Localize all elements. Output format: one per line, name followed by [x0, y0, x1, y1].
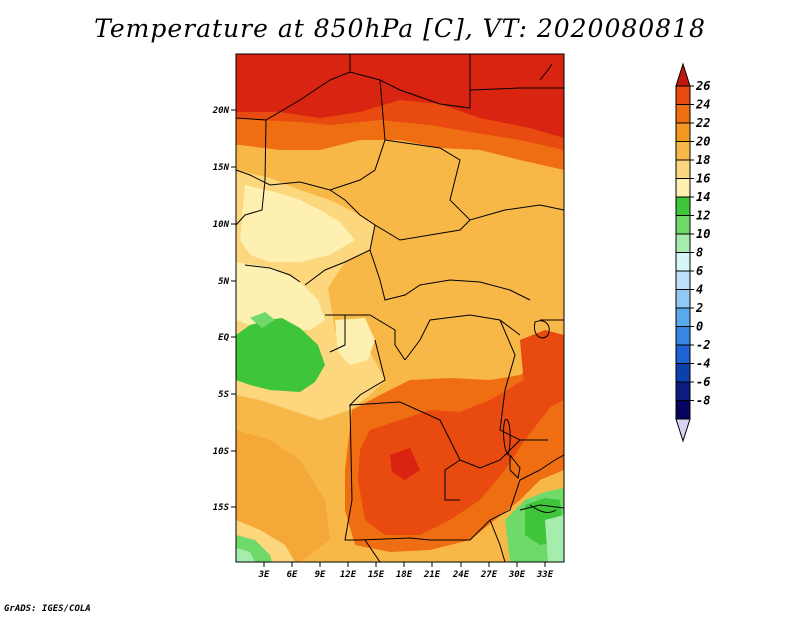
lon-tick-label: 30E [508, 570, 526, 580]
lat-tick-label: EQ [218, 333, 229, 343]
colorbar-segment [675, 289, 691, 309]
lon-tick-label: 21E [423, 570, 441, 580]
colorbar-segment [675, 344, 691, 364]
map-title: Temperature at 850hPa [C], VT: 202008081… [94, 14, 706, 43]
colorbar-label: 10 [696, 227, 710, 241]
longitude-axis: 3E 6E 9E 12E 15E 18E 21E 24E 27E 30E 33E [258, 562, 554, 580]
lon-tick-label: 6E [287, 570, 298, 580]
colorbar-label: 8 [696, 246, 703, 260]
colorbar-label: 22 [695, 116, 710, 130]
colorbar-label: 24 [695, 98, 710, 112]
colorbar-bottom-arrow [675, 418, 691, 443]
colorbar-label: 14 [696, 190, 710, 204]
colorbar-label: 16 [696, 172, 710, 186]
lat-tick-label: 5S [218, 390, 229, 400]
lat-tick-label: 10N [213, 220, 230, 230]
latitude-axis: 20N 15N 10N 5N EQ 5S 10S 15S [212, 106, 236, 513]
lon-tick-label: 12E [340, 570, 357, 580]
colorbar-label: 6 [696, 264, 703, 278]
colorbar-segment [675, 85, 691, 105]
map-frame [235, 53, 565, 563]
lon-tick-label: 18E [396, 570, 413, 580]
lakes [503, 320, 557, 513]
colorbar-segment [675, 326, 691, 346]
lon-tick-label: 9E [315, 570, 326, 580]
colorbar-segment [675, 400, 691, 420]
lat-tick-label: 15S [213, 503, 230, 513]
colorbar-segment [675, 270, 691, 290]
colorbar-segment [675, 307, 691, 327]
colorbar-segment [675, 363, 691, 383]
lon-tick-label: 15E [368, 570, 385, 580]
lon-tick-label: 27E [480, 570, 498, 580]
lon-tick-label: 24E [452, 570, 470, 580]
lat-tick-label: 20N [212, 106, 230, 116]
colorbar-segment [675, 141, 691, 161]
colorbar-segment [675, 233, 691, 253]
colorbar-segment [675, 215, 691, 235]
grads-credit: GrADS: IGES/COLA [4, 604, 91, 614]
colorbar-label: -6 [696, 375, 710, 389]
colorbar-segment [675, 104, 691, 124]
colorbar-label: 0 [696, 320, 703, 334]
colorbar-segment [675, 159, 691, 179]
colorbar-label: 2 [695, 301, 703, 315]
lon-tick-label: 33E [536, 570, 554, 580]
colorbar-label: 26 [695, 79, 710, 93]
colorbar-top-arrow [675, 62, 691, 87]
colorbar-label: 18 [696, 153, 710, 167]
colorbar-segment [675, 252, 691, 272]
temperature-field [236, 54, 564, 562]
lat-tick-label: 10S [213, 447, 230, 457]
lat-tick-label: 5N [218, 277, 229, 287]
colorbar-label: -8 [696, 394, 710, 408]
colorbar-label: -2 [696, 338, 710, 352]
colorbar-segment [675, 196, 691, 216]
colorbar-label: 4 [696, 283, 703, 297]
colorbar-label: -4 [696, 357, 710, 371]
colorbar-segment [675, 381, 691, 401]
lat-tick-label: 15N [213, 163, 230, 173]
lon-tick-label: 3E [258, 570, 270, 580]
colorbar-label: 20 [695, 135, 710, 149]
colorbar-segment [675, 122, 691, 142]
colorbar-segment [675, 178, 691, 198]
colorbar-label: 12 [696, 209, 710, 223]
country-borders [236, 54, 564, 562]
